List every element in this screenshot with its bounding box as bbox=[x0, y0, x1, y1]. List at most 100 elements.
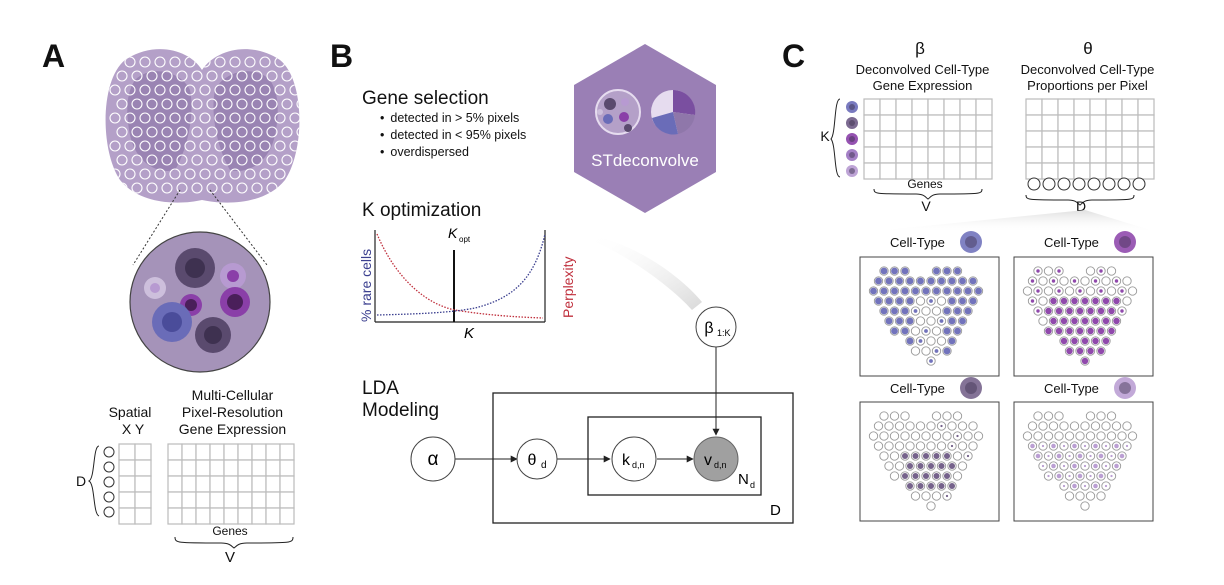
map-spot-fill bbox=[912, 472, 919, 480]
tissue-spot bbox=[244, 140, 256, 152]
map-spot-fill bbox=[1068, 474, 1071, 478]
beta-cell bbox=[959, 130, 977, 148]
a-expression-cell bbox=[181, 475, 197, 493]
map-spot-fill bbox=[1098, 473, 1104, 479]
a-expression-cell bbox=[181, 507, 197, 525]
tissue-spot bbox=[289, 56, 300, 68]
map-spot bbox=[910, 491, 921, 501]
a-expression-cell bbox=[223, 475, 239, 493]
theta-cell bbox=[1089, 98, 1107, 116]
map-spot-fill bbox=[906, 297, 914, 305]
map-spot bbox=[889, 451, 900, 461]
map-spot-fill bbox=[954, 327, 961, 335]
c-beta-symbol: β bbox=[915, 39, 925, 58]
map-spot bbox=[915, 421, 926, 431]
map-spot bbox=[1085, 266, 1096, 276]
map-spot-fill bbox=[1113, 297, 1120, 305]
svg-text:1:K: 1:K bbox=[717, 328, 731, 338]
map-spot-fill bbox=[1047, 454, 1050, 458]
tissue-spot bbox=[199, 140, 211, 152]
tissue-spot bbox=[169, 140, 181, 152]
beta-cell bbox=[927, 114, 945, 132]
map-spot-fill bbox=[933, 267, 940, 275]
map-spot-fill bbox=[1114, 443, 1119, 449]
map-spot bbox=[1080, 276, 1090, 286]
a-expression-cell bbox=[265, 491, 281, 509]
tissue-spot bbox=[266, 98, 278, 110]
theta-cell bbox=[1137, 146, 1155, 164]
map-spot bbox=[884, 441, 894, 451]
tissue-spot bbox=[229, 84, 241, 96]
map-spot-fill bbox=[880, 267, 888, 275]
map-spot-fill bbox=[943, 472, 951, 480]
plate-inner-sub: d bbox=[750, 480, 755, 490]
celltype-icon bbox=[960, 377, 982, 399]
map-spot bbox=[1075, 431, 1085, 441]
map-spot-fill bbox=[1057, 289, 1061, 293]
map-spot-fill bbox=[1093, 463, 1098, 469]
c-matrices bbox=[830, 98, 1155, 206]
tissue-spot bbox=[109, 56, 121, 68]
map-spot-fill bbox=[1120, 309, 1124, 313]
panel-b-letter: B bbox=[330, 38, 354, 74]
a-pixel-dot bbox=[103, 506, 115, 518]
theta-cell bbox=[1137, 130, 1155, 148]
d-dot bbox=[1072, 177, 1086, 191]
map-spot-fill bbox=[891, 287, 898, 295]
beta-cell bbox=[911, 98, 929, 116]
a-expression-cell bbox=[237, 491, 253, 509]
theta-cell bbox=[1137, 114, 1155, 132]
theta-cell bbox=[1073, 162, 1091, 180]
map-spot-fill bbox=[939, 319, 944, 323]
map-spot bbox=[1122, 276, 1132, 286]
beta-cell bbox=[975, 130, 993, 148]
tissue-spot bbox=[169, 56, 181, 68]
tissue-spot bbox=[259, 56, 271, 68]
map-spot bbox=[926, 336, 936, 346]
map-spot-fill bbox=[954, 287, 961, 295]
tissue-spot bbox=[139, 84, 151, 96]
map-spot-fill bbox=[1062, 464, 1066, 468]
a-spatial-cell bbox=[118, 491, 136, 509]
d-dot bbox=[1057, 177, 1071, 191]
map-spot bbox=[1043, 286, 1054, 296]
a-expression-cell bbox=[251, 491, 267, 509]
map-spot-fill bbox=[1087, 307, 1094, 315]
map-spot-fill bbox=[913, 309, 918, 313]
a-expression-cell bbox=[251, 475, 267, 493]
map-spot bbox=[1106, 411, 1117, 421]
a-expression-cell bbox=[279, 491, 295, 509]
beta-cell bbox=[943, 114, 961, 132]
beta-cell bbox=[879, 98, 897, 116]
map-spot bbox=[1106, 431, 1117, 441]
svg-text:θ: θ bbox=[528, 452, 537, 469]
map-spot bbox=[889, 411, 900, 421]
map-spot-fill bbox=[1097, 327, 1105, 335]
beta-cell bbox=[975, 98, 993, 116]
a-d-label: D bbox=[75, 473, 87, 489]
map-spot bbox=[1106, 266, 1117, 276]
map-spot-fill bbox=[885, 277, 893, 285]
c-k-dots bbox=[846, 101, 858, 177]
map-spot-fill bbox=[1071, 297, 1078, 305]
theta-cell bbox=[1025, 146, 1043, 164]
theta-cell bbox=[1073, 98, 1091, 116]
map-spot-fill bbox=[1110, 454, 1113, 458]
map-spot-fill bbox=[948, 337, 956, 345]
map-spot bbox=[1101, 276, 1111, 286]
map-spot bbox=[1096, 491, 1106, 501]
beta-cell bbox=[975, 114, 993, 132]
map-spot bbox=[1080, 421, 1090, 431]
a-spatial-matrix bbox=[118, 443, 152, 525]
celltype-label: Cell-Type bbox=[1044, 381, 1099, 396]
map-spot-fill bbox=[943, 347, 951, 355]
tissue-spot bbox=[259, 140, 271, 152]
map-spot-fill bbox=[943, 267, 951, 275]
a-expression-cell bbox=[251, 507, 267, 525]
map-spot-fill bbox=[906, 482, 914, 490]
map-spot bbox=[931, 326, 942, 336]
tissue-spot bbox=[124, 140, 136, 152]
svg-text:d: d bbox=[541, 460, 547, 471]
map-spot-fill bbox=[948, 482, 956, 490]
tissue-spot bbox=[116, 182, 128, 194]
